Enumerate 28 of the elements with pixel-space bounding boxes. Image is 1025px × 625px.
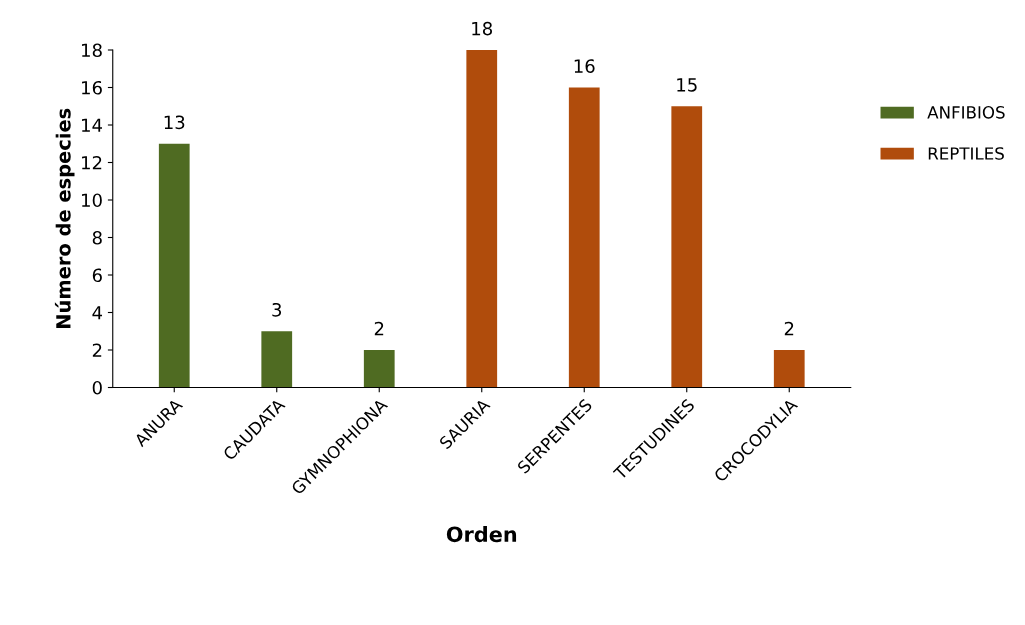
data-label: 3: [272, 302, 282, 317]
y-tick-label: 16: [82, 80, 102, 95]
bar: [466, 50, 498, 388]
y-tick-label: 6: [92, 268, 102, 283]
y-tick-label: 14: [82, 118, 103, 132]
data-label: 15: [677, 78, 697, 92]
legend-label: ANFIBIOS: [927, 106, 1005, 119]
bar: [158, 143, 190, 388]
bar: [568, 87, 600, 388]
y-tick-label: 4: [92, 306, 103, 320]
y-tick-label: 12: [82, 155, 102, 170]
y-tick-label: 0: [92, 380, 102, 395]
bar: [363, 350, 395, 388]
data-label: 16: [574, 59, 595, 73]
y-tick-label: 8: [92, 230, 102, 245]
data-label: 2: [784, 321, 794, 336]
bar: [773, 350, 805, 388]
x-axis-title: Orden: [446, 526, 517, 543]
legend-label: REPTILES: [928, 147, 1004, 160]
y-tick-label: 18: [82, 43, 102, 58]
data-label: 13: [164, 115, 185, 130]
y-axis-title: Número de especies: [54, 108, 75, 328]
data-label: 18: [472, 21, 492, 36]
bar: [671, 106, 703, 388]
y-tick-label: 10: [82, 193, 102, 208]
y-tick-label: 2: [92, 343, 102, 357]
bar: [261, 331, 293, 388]
data-label: 2: [374, 321, 384, 336]
